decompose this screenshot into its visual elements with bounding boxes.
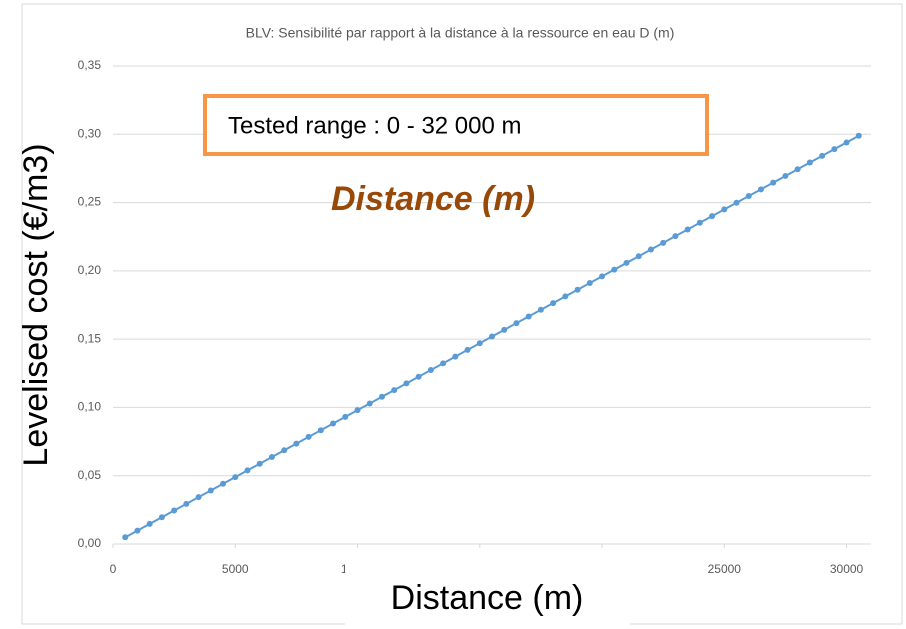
data-point	[476, 340, 483, 347]
data-point	[843, 139, 850, 146]
data-point	[819, 152, 826, 159]
data-point	[244, 467, 251, 474]
data-point	[464, 346, 471, 353]
data-point	[305, 433, 312, 440]
data-point	[378, 393, 385, 400]
data-point	[635, 253, 642, 260]
data-point	[427, 367, 434, 374]
data-point	[770, 179, 777, 186]
data-point	[403, 380, 410, 387]
data-point	[806, 159, 813, 166]
data-point	[586, 280, 593, 287]
data-point	[647, 246, 654, 253]
x-tick-label: 30000	[830, 562, 864, 576]
x-tick-label: 5000	[222, 562, 249, 576]
data-point	[342, 413, 349, 420]
data-point	[207, 487, 214, 494]
x-axis-label: Distance (m)	[391, 579, 584, 617]
data-point	[317, 427, 324, 434]
data-point	[440, 360, 447, 367]
y-tick-label: 0,15	[78, 331, 102, 345]
label-backdrop	[345, 556, 630, 629]
data-point	[745, 193, 752, 200]
data-point	[146, 520, 153, 527]
data-point	[268, 454, 275, 461]
data-point	[220, 480, 227, 487]
data-point	[660, 239, 667, 246]
data-point	[562, 293, 569, 300]
data-point	[794, 166, 801, 173]
x-tick-label: 25000	[708, 562, 742, 576]
data-point	[623, 259, 630, 266]
chart-title: BLV: Sensibilité par rapport à la distan…	[246, 25, 675, 41]
x-tick-label: 0	[110, 562, 117, 576]
annotation: Tested range : 0 - 32 000 m	[228, 112, 522, 139]
data-point	[733, 199, 740, 206]
data-point	[232, 474, 239, 481]
data-point	[330, 420, 337, 427]
annotation: Distance (m)	[331, 180, 535, 218]
y-tick-label: 0,10	[78, 400, 102, 414]
data-point	[757, 186, 764, 193]
data-point	[696, 219, 703, 226]
data-point	[489, 333, 495, 340]
y-tick-label: 0,00	[78, 536, 102, 550]
data-point	[537, 306, 544, 313]
data-point	[501, 326, 508, 333]
data-point	[855, 132, 862, 139]
data-point	[599, 273, 606, 280]
data-point	[709, 213, 716, 220]
data-point	[672, 233, 679, 240]
y-tick-label: 0,25	[78, 195, 102, 209]
data-point	[158, 514, 165, 521]
data-point	[831, 146, 838, 153]
data-point	[550, 300, 557, 307]
data-point	[525, 313, 532, 320]
data-point	[513, 320, 520, 327]
y-axis-label: Levelised cost (€/m3)	[17, 143, 55, 466]
y-tick-label: 0,30	[78, 126, 102, 140]
data-point	[684, 226, 691, 233]
data-point	[281, 447, 288, 454]
data-point	[134, 527, 141, 534]
data-point	[452, 353, 459, 360]
data-point	[415, 373, 422, 380]
y-tick-label: 0,05	[78, 468, 102, 482]
data-point	[721, 206, 728, 213]
data-point	[293, 440, 300, 447]
plot-area: 0,000,050,100,150,200,250,300,3505000100…	[78, 58, 871, 576]
data-point	[611, 266, 618, 273]
data-point	[391, 387, 398, 394]
data-point	[256, 460, 263, 467]
y-tick-label: 0,20	[78, 263, 102, 277]
data-point	[122, 534, 129, 541]
data-point	[195, 494, 202, 501]
data-point	[782, 172, 789, 179]
data-point	[183, 500, 190, 507]
y-tick-label: 0,35	[78, 58, 102, 72]
data-point	[354, 407, 361, 414]
annotation-box	[203, 94, 709, 156]
data-point	[171, 507, 178, 514]
data-point	[366, 400, 373, 407]
data-point	[574, 286, 581, 293]
